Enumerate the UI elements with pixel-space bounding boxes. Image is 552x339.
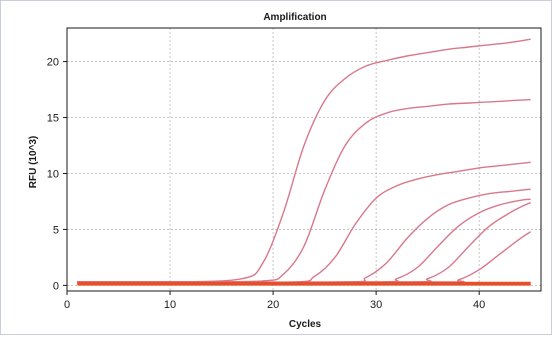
series-lines bbox=[77, 38, 532, 286]
y-tick-label: 10 bbox=[47, 168, 59, 180]
x-tick-label: 0 bbox=[64, 299, 70, 311]
axis-ticks: 0 10 20 30 40 0 5 10 15 20 bbox=[47, 57, 486, 311]
chart-title: Amplification bbox=[263, 12, 326, 23]
amplification-series-line bbox=[77, 201, 531, 283]
amplification-series-line bbox=[77, 231, 532, 283]
amplification-chart: Amplification 0 10 20 30 40 0 5 10 15 20 Cycles R… bbox=[28, 12, 542, 330]
y-axis-label: RFU (10^3) bbox=[28, 136, 39, 189]
y-tick-label: 5 bbox=[53, 224, 59, 236]
y-tick-label: 0 bbox=[53, 280, 59, 292]
plot-border bbox=[66, 27, 542, 292]
amplification-series-line bbox=[77, 198, 531, 283]
x-tick-label: 10 bbox=[164, 299, 176, 311]
amplification-series-line bbox=[77, 188, 531, 284]
x-axis-label: Cycles bbox=[289, 319, 322, 330]
amplification-series-line bbox=[77, 98, 531, 283]
x-tick-label: 40 bbox=[473, 299, 485, 311]
x-tick-label: 30 bbox=[370, 299, 382, 311]
y-tick-label: 20 bbox=[47, 57, 59, 69]
y-tick-label: 15 bbox=[47, 113, 59, 125]
grid-lines bbox=[66, 28, 541, 291]
x-tick-label: 20 bbox=[267, 299, 279, 311]
amplification-series-line bbox=[77, 38, 531, 283]
